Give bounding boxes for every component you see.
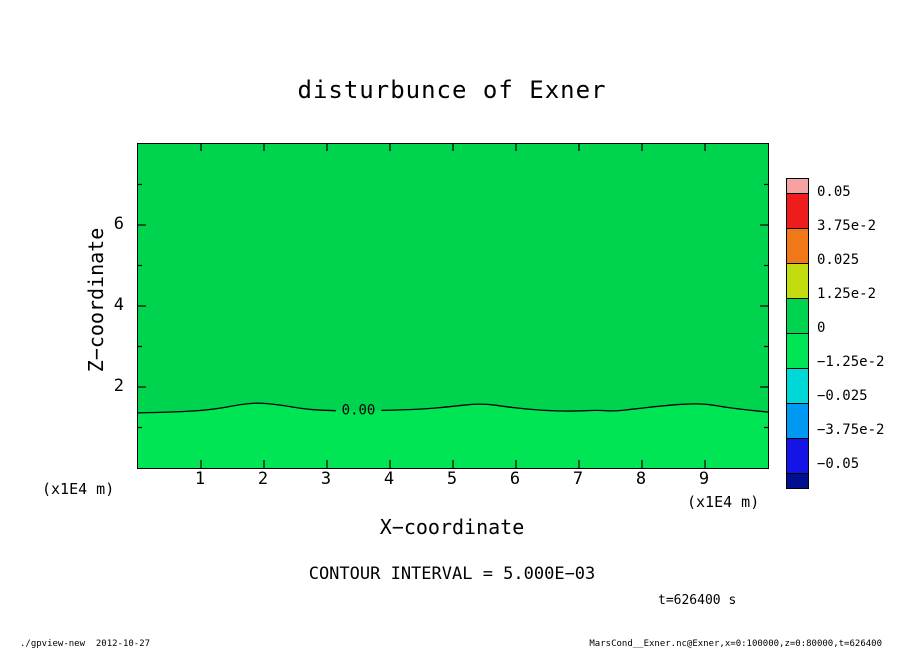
y-axis-tick-labels: 2 4 6	[94, 143, 124, 467]
colorbar-segment	[787, 228, 808, 263]
footer-file-info-text: MarsCond__Exner.nc@Exner,x=0:100000,z=0:…	[589, 639, 882, 649]
x-tick-label: 1	[194, 469, 206, 489]
y-tick-label: 2	[113, 376, 124, 396]
x-axis-unit-label: (x1E4 m)	[687, 493, 760, 511]
time-label: t=626400 s	[658, 593, 737, 608]
colorbar-segment	[787, 298, 808, 333]
colorbar-segment	[787, 403, 808, 438]
colorbar-label: −0.05	[817, 456, 860, 472]
colorbar-label: 0	[817, 320, 826, 336]
colorbar-label: −0.025	[817, 388, 868, 404]
plot-area: 0.00	[137, 143, 769, 469]
y-tick-label: 4	[113, 295, 124, 315]
x-tick-label: 4	[383, 469, 395, 489]
colorbar-segment	[787, 263, 808, 298]
x-tick-label: 8	[635, 469, 647, 489]
contour-level-label: 0.00	[342, 403, 376, 419]
footer-command-text: ./gpview-new 2012-10-27	[20, 639, 151, 649]
contour-interval-text: CONTOUR INTERVAL = 5.000E−03	[308, 564, 596, 584]
colorbar-label: −3.75e-2	[817, 422, 885, 438]
chart-title: disturbunce of Exner	[297, 76, 607, 104]
x-axis-label: X−coordinate	[379, 515, 525, 539]
contour-fill-below-zero	[138, 403, 768, 468]
colorbar-segment	[787, 179, 808, 193]
y-axis-unit-label: (x1E4 m)	[42, 480, 115, 498]
colorbar-label: 0.025	[817, 252, 860, 268]
colorbar-segment	[787, 333, 808, 368]
colorbar-segment	[787, 473, 808, 488]
colorbar-label: 0.05	[817, 184, 851, 200]
x-tick-label: 9	[698, 469, 710, 489]
x-tick-label: 2	[257, 469, 269, 489]
colorbar-label: 3.75e-2	[817, 218, 877, 234]
colorbar-label-column: 0.05 3.75e-2 0.025 1.25e-2 0 −1.25e-2 −0.025 −3…	[817, 178, 904, 478]
zero-contour-line	[138, 402, 336, 414]
colorbar-label: 1.25e-2	[817, 286, 877, 302]
x-axis-tick-labels: 1 2 3 4 5 6 7 8 9	[137, 470, 767, 490]
x-tick-label: 3	[320, 469, 332, 489]
colorbar-label: −1.25e-2	[817, 354, 885, 370]
zero-contour-line	[381, 403, 768, 413]
x-tick-label: 5	[446, 469, 458, 489]
x-tick-label: 7	[572, 469, 584, 489]
contour-plot-canvas: 0.00	[138, 144, 768, 468]
colorbar-segment	[787, 368, 808, 403]
x-tick-label: 6	[509, 469, 521, 489]
colorbar-segment	[787, 438, 808, 473]
y-tick-label: 6	[113, 214, 124, 234]
colorbar	[786, 178, 809, 489]
colorbar-segment	[787, 193, 808, 228]
